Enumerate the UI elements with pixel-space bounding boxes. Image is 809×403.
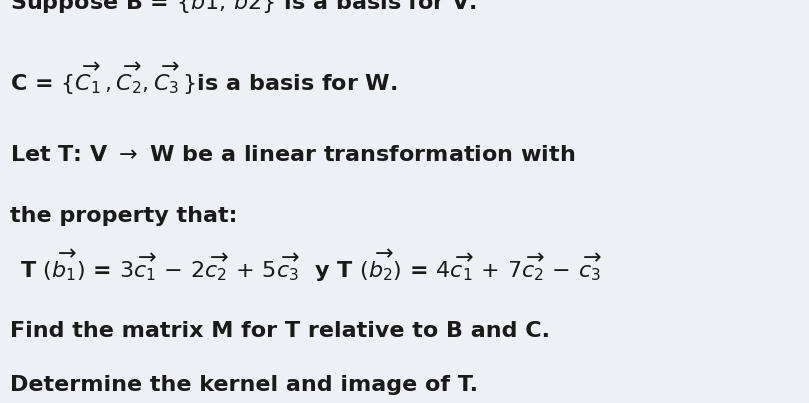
Text: Find the matrix M for T relative to B and C.: Find the matrix M for T relative to B an…: [10, 320, 549, 341]
Text: T $(\overrightarrow{b_1})$ = $3\overrightarrow{c_1}\, -\, 2\overrightarrow{c_2}\: T $(\overrightarrow{b_1})$ = $3\overrigh…: [20, 248, 603, 284]
Text: the property that:: the property that:: [10, 206, 237, 226]
Text: Let T: V $\rightarrow$ W be a linear transformation with: Let T: V $\rightarrow$ W be a linear tra…: [10, 145, 575, 165]
Text: Determine the kernel and image of T.: Determine the kernel and image of T.: [10, 375, 477, 395]
Text: C = $\{\overrightarrow{C_1}\,, \overrightarrow{C_2}, \overrightarrow{C_3}\,\}$is: C = $\{\overrightarrow{C_1}\,, \overrigh…: [10, 60, 397, 97]
Text: Suppose B = $\{\overrightarrow{b1},\, \overrightarrow{b2}\}$ is a basis for V.: Suppose B = $\{\overrightarrow{b1},\, \o…: [10, 0, 477, 16]
